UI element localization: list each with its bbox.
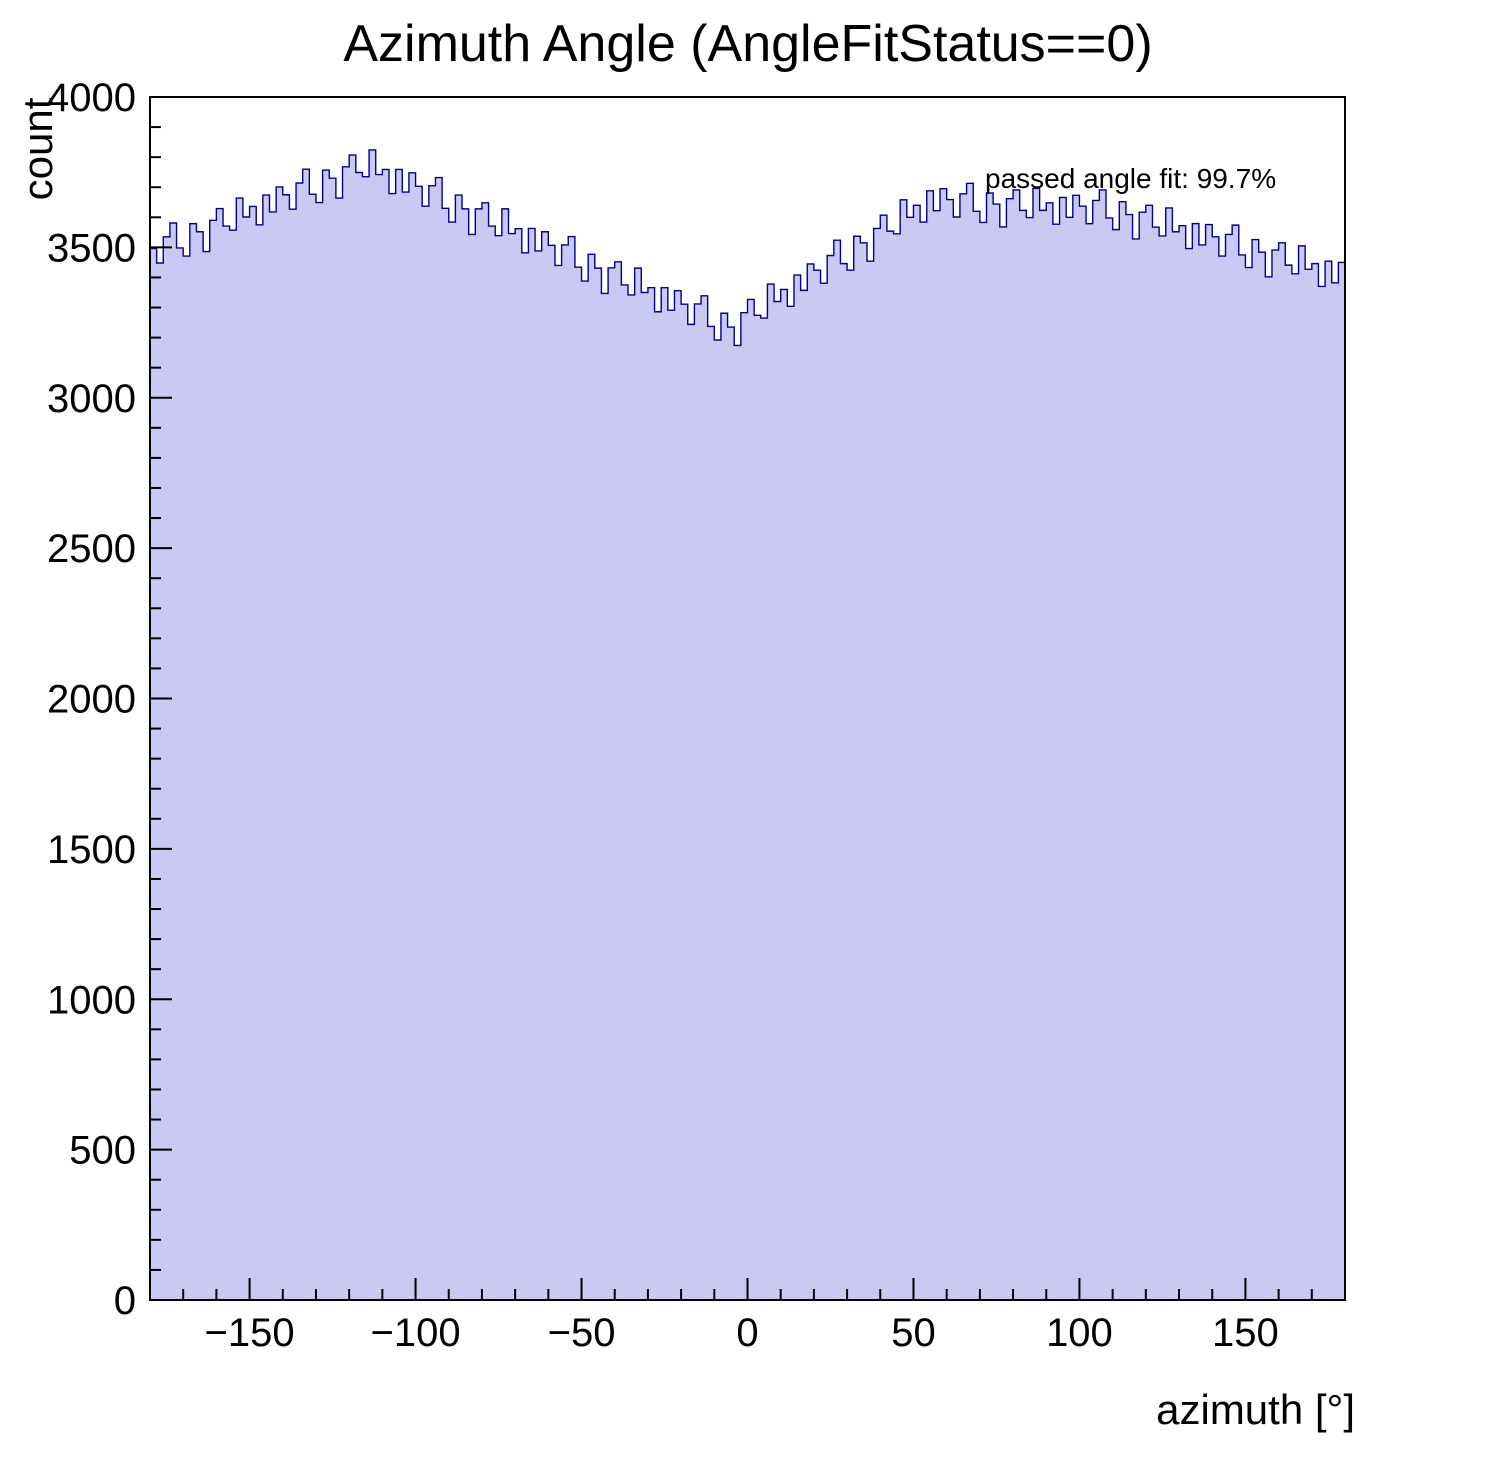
y-tick-label: 1500 [47,828,136,872]
y-tick-label: 2000 [47,678,136,722]
histogram-outline [149,149,1346,1300]
x-tick-label: −50 [548,1311,616,1355]
x-tick-label: 50 [891,1311,936,1355]
x-tick-label: 0 [736,1311,758,1355]
y-tick-label: 500 [69,1129,136,1173]
x-tick-label: 150 [1212,1311,1279,1355]
x-tick-label: −150 [205,1311,295,1355]
passed-angle-fit-annotation: passed angle fit: 99.7% [985,163,1277,194]
x-tick-label: −100 [371,1311,461,1355]
y-tick-label: 3000 [47,377,136,421]
y-tick-label: 0 [114,1279,136,1323]
y-tick-label: 3500 [47,226,136,270]
histogram-fill [150,149,1345,1301]
x-tick-label: 100 [1046,1311,1113,1355]
chart-title: Azimuth Angle (AngleFitStatus==0) [343,15,1153,73]
y-tick-label: 1000 [47,978,136,1022]
y-tick-label: 4000 [47,76,136,120]
y-tick-label: 2500 [47,527,136,571]
y-axis-title: count [14,97,61,201]
x-axis-title: azimuth [°] [1156,1386,1355,1433]
